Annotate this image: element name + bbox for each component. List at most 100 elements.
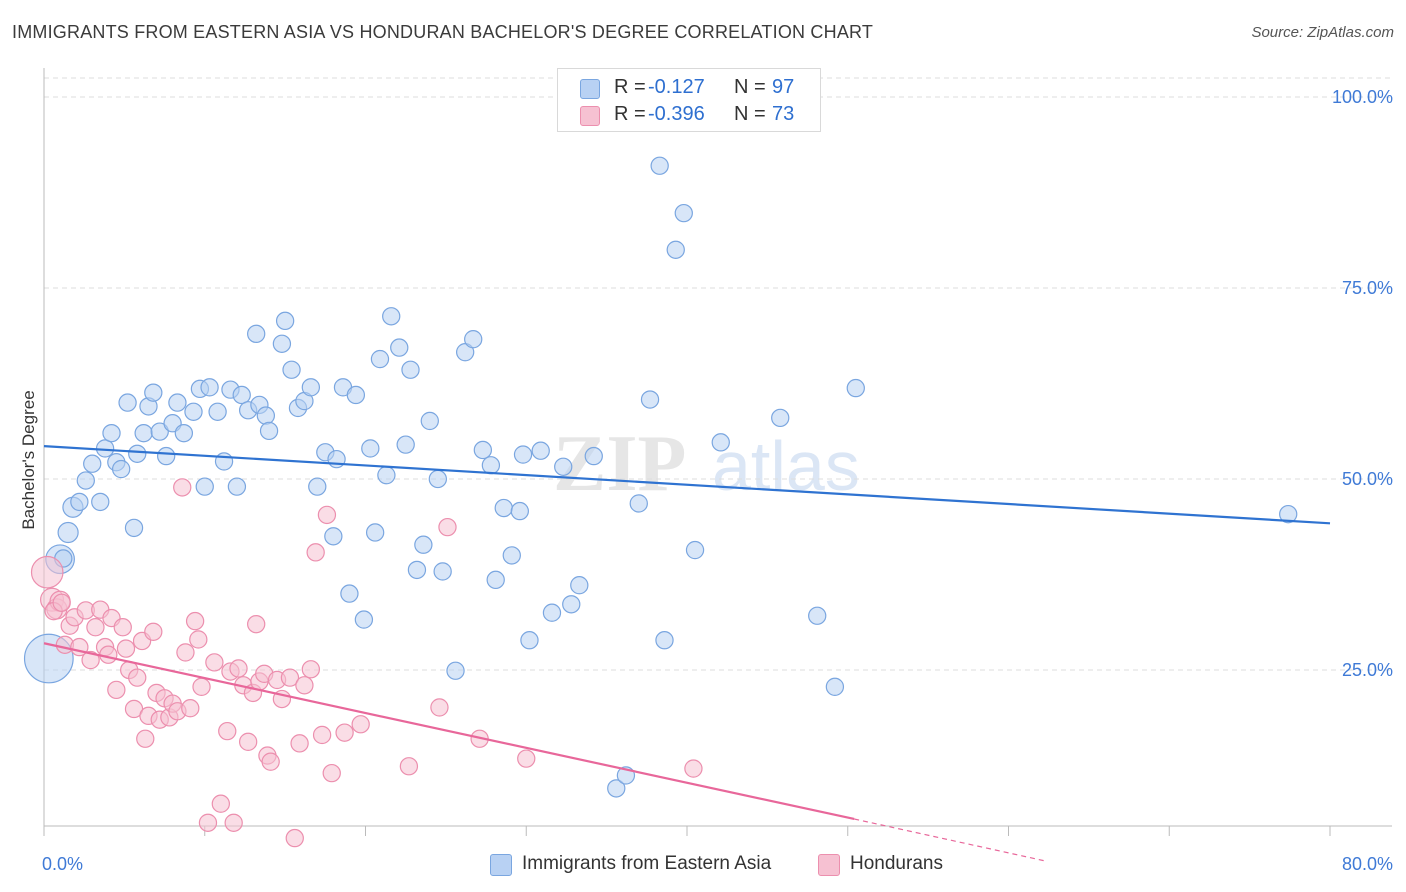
- data-point: [399, 757, 419, 776]
- trend-line: [43, 445, 1331, 525]
- data-point: [208, 402, 227, 421]
- series-hondurans: [30, 478, 703, 848]
- data-point: [181, 699, 200, 718]
- data-point: [346, 385, 366, 405]
- data-point: [272, 334, 292, 353]
- data-point: [570, 576, 589, 595]
- data-point: [136, 729, 155, 748]
- data-point: [377, 466, 396, 485]
- data-point: [247, 324, 266, 344]
- r-value: -0.396: [648, 103, 705, 125]
- data-point: [189, 630, 208, 649]
- data-point: [57, 521, 79, 544]
- series-eastern-asia: [23, 156, 1298, 798]
- n-value: 97: [772, 76, 795, 98]
- data-point: [285, 828, 304, 848]
- data-point: [324, 527, 343, 546]
- data-point: [531, 441, 550, 460]
- legend-row-blue: R = -0.127 N = 97: [558, 73, 820, 101]
- data-point: [118, 393, 137, 412]
- data-point: [486, 570, 505, 590]
- data-point: [354, 610, 374, 629]
- data-point: [247, 614, 266, 634]
- data-point: [494, 498, 513, 518]
- data-point: [83, 454, 102, 473]
- data-point: [655, 631, 674, 650]
- data-point: [238, 732, 258, 751]
- y-tick-label: 50.0%: [1342, 469, 1393, 489]
- data-point: [607, 779, 626, 798]
- data-point: [195, 477, 214, 496]
- r-value: -0.127: [648, 76, 705, 98]
- data-point: [351, 715, 370, 734]
- data-point: [640, 390, 660, 409]
- data-point: [666, 240, 685, 259]
- n-label: N =: [734, 76, 766, 98]
- data-point: [144, 622, 163, 641]
- data-point: [674, 203, 693, 223]
- data-point: [214, 452, 234, 471]
- pink-swatch: [580, 106, 600, 126]
- trend-line-extension: [854, 818, 1046, 862]
- x-tick-label: 80.0%: [1342, 854, 1393, 874]
- data-point: [473, 440, 493, 460]
- watermark-zip: ZIP: [553, 420, 686, 508]
- data-point: [464, 330, 483, 349]
- data-point: [684, 759, 703, 778]
- data-point: [185, 611, 205, 631]
- data-point: [517, 749, 536, 768]
- data-point: [430, 698, 449, 717]
- y-tick-label: 100.0%: [1332, 87, 1393, 107]
- data-point: [414, 535, 433, 554]
- data-point: [184, 402, 203, 421]
- data-point: [86, 618, 105, 637]
- r-label: R =: [614, 76, 646, 98]
- data-point: [280, 668, 300, 687]
- data-point: [365, 523, 385, 542]
- data-point: [301, 378, 321, 397]
- data-point: [144, 383, 163, 402]
- data-point: [433, 562, 452, 581]
- n-label: N =: [734, 103, 766, 125]
- pink-swatch: [818, 854, 840, 876]
- data-point: [322, 763, 341, 783]
- data-point: [99, 645, 118, 664]
- data-point: [259, 421, 279, 441]
- data-point: [301, 660, 321, 679]
- data-point: [168, 393, 187, 412]
- data-point: [370, 349, 390, 369]
- data-point: [401, 360, 420, 379]
- data-point: [542, 603, 562, 622]
- data-point: [173, 478, 192, 497]
- data-point: [261, 752, 280, 771]
- data-point: [128, 444, 147, 463]
- legend-row-pink: R = -0.396 N = 73: [558, 100, 820, 128]
- data-point: [711, 433, 730, 452]
- chart-title: IMMIGRANTS FROM EASTERN ASIA VS HONDURAN…: [12, 22, 874, 42]
- data-point: [176, 643, 195, 662]
- data-point: [308, 477, 327, 496]
- data-point: [124, 518, 144, 538]
- data-point: [211, 794, 230, 813]
- data-point: [438, 517, 457, 537]
- data-point: [192, 677, 211, 696]
- n-value: 73: [772, 103, 795, 125]
- data-point: [407, 560, 427, 580]
- data-point: [396, 435, 415, 454]
- data-point: [629, 494, 648, 513]
- data-point: [174, 423, 194, 443]
- legend-label: Hondurans: [850, 853, 943, 874]
- data-point: [650, 156, 669, 175]
- data-point: [846, 378, 865, 398]
- data-point: [275, 311, 295, 331]
- r-label: R =: [614, 103, 646, 125]
- data-point: [81, 650, 100, 670]
- data-point: [584, 446, 603, 466]
- data-point: [317, 505, 337, 525]
- data-point: [70, 492, 89, 512]
- data-point: [825, 677, 845, 696]
- data-point: [198, 813, 218, 832]
- data-point: [282, 360, 301, 379]
- data-point: [232, 385, 251, 405]
- data-point: [134, 423, 153, 443]
